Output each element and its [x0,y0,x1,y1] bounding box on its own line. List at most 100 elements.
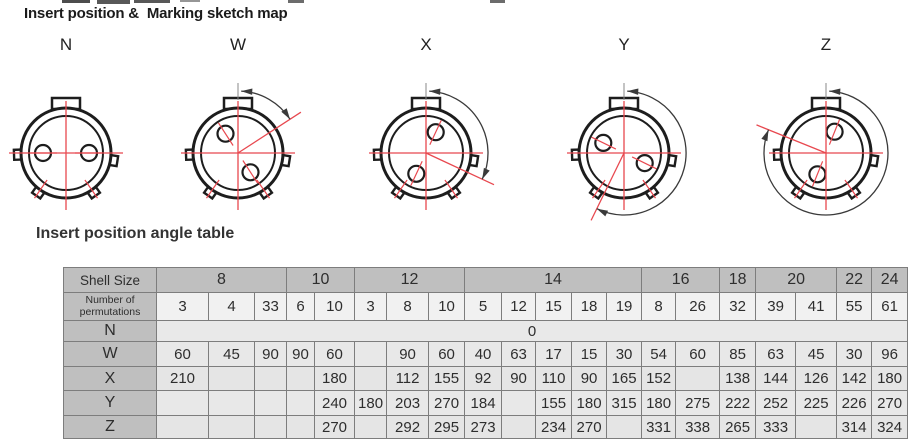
permutation-count: 4 [208,292,255,321]
diagram-W: W [138,34,338,236]
angle-cell [253,415,288,439]
shell-size-value: 14 [464,267,643,293]
angle-table-title: Insert position angle table [36,225,235,242]
angle-cell: 90 [253,341,288,367]
sketch-map-title: Insert position & Marking sketch map [24,5,288,22]
angle-cell: 203 [386,390,430,416]
angle-cell: 338 [675,415,721,439]
permutation-count: 12 [501,292,537,321]
diagram-Z: Z [726,34,914,236]
angle-cell: 17 [535,341,573,367]
angle-cell: 30 [836,341,873,367]
angle-cell: 270 [428,390,466,416]
permutations-row: Number of permutations 3 4 33 6 10 3 8 10 5 12 15 18 1… [63,292,909,321]
angle-cell: 90 [386,341,430,367]
angle-cell: 270 [871,390,909,416]
diagram-label: Z [820,35,832,54]
connector-sketch [9,96,123,210]
permutation-count: 10 [428,292,466,321]
permutation-count: 8 [386,292,430,321]
permutation-count: 3 [354,292,388,321]
angle-cell: 270 [571,415,608,439]
angle-cell: 63 [755,341,797,367]
shell-size-value: 20 [755,267,838,293]
angle-cell [253,390,288,416]
angle-cell: 234 [535,415,573,439]
angle-cell: 110 [535,366,573,391]
angle-cell [208,366,255,391]
angle-cell: 152 [641,366,677,391]
angle-cell: 333 [755,415,797,439]
angle-cell: 180 [354,390,388,416]
permutation-count: 3 [156,292,209,321]
shell-size-value: 16 [641,267,721,293]
angle-cell: 331 [641,415,677,439]
angle-cell [675,366,721,391]
angle-row-W: W 60 45 90 90 60 90 60 40 63 17 15 30 54 60 85 63 45 30 96 [63,341,909,367]
permutation-count: 33 [253,292,288,321]
shell-size-corner: Shell Size [63,267,157,293]
angle-cell: 315 [606,390,643,416]
shell-size-value: 22 [836,267,873,293]
angle-cell: 210 [156,366,209,391]
angle-cell: 155 [535,390,573,416]
shell-size-value: 10 [286,267,356,293]
angle-cell [156,390,209,416]
angle-row-X: X 210 180 112 155 92 90 110 90 165 152 138 144 126 142… [63,366,909,391]
shell-size-value: 18 [719,267,757,293]
permutation-count: 55 [836,292,873,321]
angle-cell [354,341,388,367]
angle-cell: 30 [606,341,643,367]
angle-cell: 314 [836,415,873,439]
angle-cell: 138 [719,366,757,391]
angle-cell [286,390,316,416]
row-label: N [63,320,157,342]
angle-cell: 60 [156,341,209,367]
angle-cell: 45 [795,341,838,367]
angle-cell: 273 [464,415,503,439]
diagram-label: N [59,35,73,54]
permutation-count: 5 [464,292,503,321]
angle-cell: 180 [314,366,356,391]
angle-cell: 40 [464,341,503,367]
angle-cell [501,390,537,416]
angle-cell: 292 [386,415,430,439]
diagram-N: N [0,34,166,236]
angle-cell-merged: 0 [155,320,909,342]
permutation-count: 61 [871,292,909,321]
angle-cell: 144 [755,366,797,391]
angle-cell: 90 [571,366,608,391]
permutation-count: 26 [675,292,721,321]
angle-cell: 155 [428,366,466,391]
angle-cell: 60 [314,341,356,367]
angle-cell: 54 [641,341,677,367]
angle-cell: 295 [428,415,466,439]
angle-cell [208,415,255,439]
angle-cell: 324 [871,415,909,439]
angle-cell: 165 [606,366,643,391]
permutation-count: 15 [535,292,573,321]
diagram-Y: Y [524,34,724,236]
angle-cell: 275 [675,390,721,416]
connector-sketch [181,83,302,210]
shell-size-value: 8 [155,267,288,293]
row-label: X [63,366,157,391]
angle-cell: 85 [719,341,757,367]
row-label: Y [63,390,157,416]
angle-cell: 90 [501,366,537,391]
permutation-count: 8 [641,292,677,321]
permutation-count: 6 [286,292,316,321]
permutation-count: 32 [719,292,757,321]
shell-size-row: Shell Size 8 10 12 14 16 18 20 22 24 [63,267,909,293]
angle-cell: 222 [719,390,757,416]
angle-cell [354,366,388,391]
angle-cell [253,366,288,391]
angle-cell: 45 [208,341,255,367]
permutation-count: 10 [314,292,356,321]
insert-position-angle-table: Shell Size 8 10 12 14 16 18 20 22 24 Number of perm… [63,267,909,439]
shell-size-value: 12 [354,267,466,293]
angle-cell [501,415,537,439]
angle-cell [286,415,316,439]
row-label: Z [63,415,157,439]
